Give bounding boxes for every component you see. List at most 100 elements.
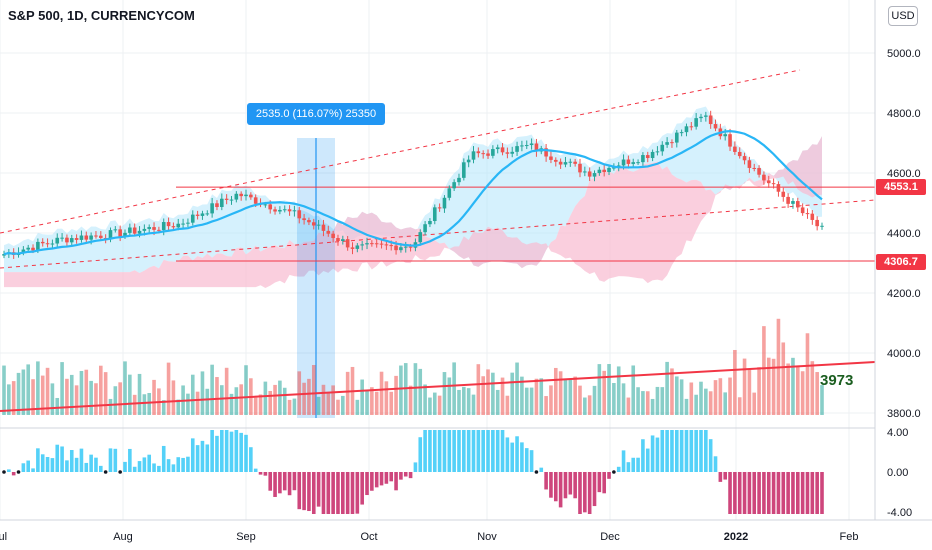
- candle-body: [176, 223, 181, 228]
- volume-bar: [578, 385, 582, 415]
- volume-bar: [583, 397, 587, 415]
- volume-bar: [573, 376, 577, 415]
- candle-body: [113, 229, 118, 231]
- price-tick-label: 4600.0: [887, 168, 921, 180]
- candle-body: [384, 244, 389, 246]
- hist-bar: [786, 472, 790, 514]
- candle-body: [89, 235, 93, 240]
- ma-line-fast: [3, 130, 823, 256]
- candle-body: [810, 213, 815, 220]
- hist-bar: [607, 472, 611, 479]
- hist-bar: [462, 430, 466, 472]
- hist-bar: [708, 439, 713, 472]
- hist-bar: [370, 472, 374, 491]
- hist-bar: [621, 450, 626, 472]
- volume-bar: [360, 379, 364, 415]
- hist-bar: [297, 472, 302, 510]
- hist-bar: [684, 430, 689, 472]
- volume-bar: [689, 382, 694, 415]
- volume-bar: [205, 388, 210, 415]
- candle-body: [326, 230, 331, 234]
- volume-bar: [718, 378, 723, 415]
- volume-bar: [510, 372, 515, 415]
- candle-body: [157, 229, 161, 231]
- hist-bar: [132, 466, 137, 472]
- volume-bar: [418, 368, 423, 415]
- volume-bar: [355, 399, 360, 415]
- volume-bar: [539, 378, 544, 415]
- volume-bar: [704, 388, 708, 415]
- candle-body: [462, 162, 466, 178]
- hist-bar: [355, 472, 360, 514]
- candle-body: [79, 235, 84, 240]
- hist-bar: [99, 465, 103, 472]
- candle-body: [142, 228, 147, 231]
- candle-body: [524, 145, 529, 147]
- candle-body: [626, 159, 631, 164]
- hist-bar: [766, 472, 771, 514]
- hist-bar: [341, 472, 345, 514]
- candle-body: [403, 246, 408, 248]
- volume-bar: [370, 387, 374, 415]
- candle-body: [631, 162, 636, 164]
- volume-bar: [36, 361, 40, 415]
- hist-bar: [795, 472, 800, 514]
- currency-button[interactable]: USD: [888, 6, 918, 26]
- volume-bar: [549, 385, 553, 415]
- volume-bar: [621, 383, 626, 415]
- volume-bar: [515, 362, 519, 415]
- hist-bar: [578, 472, 582, 514]
- volume-bar: [781, 342, 786, 415]
- grid-lines: [0, 0, 875, 520]
- candle-body: [74, 238, 79, 240]
- hist-bar: [616, 466, 621, 472]
- candle-body: [31, 247, 35, 251]
- hist-bar: [307, 472, 311, 512]
- candle-body: [578, 163, 582, 173]
- hist-bar: [568, 472, 573, 495]
- volume-bar: [524, 387, 529, 415]
- hist-bar: [631, 457, 636, 472]
- volume-bar: [137, 373, 142, 415]
- candle-body: [679, 132, 684, 134]
- hist-bar: [152, 463, 156, 472]
- hist-bar: [413, 462, 418, 472]
- candle-body: [713, 124, 718, 129]
- volume-bar: [742, 358, 747, 415]
- candle-body: [316, 224, 321, 226]
- candle-body: [360, 244, 364, 246]
- candle-body: [224, 198, 229, 200]
- hist-bar: [660, 430, 665, 472]
- hist-bar: [718, 472, 723, 482]
- hist-bar: [374, 472, 379, 488]
- candle-body: [147, 227, 152, 229]
- hist-bar: [21, 463, 26, 472]
- volume-bar: [665, 361, 669, 415]
- volume-bars: [2, 318, 824, 415]
- volume-bar: [626, 397, 631, 415]
- zero-dot: [612, 470, 616, 474]
- candle-body: [587, 171, 592, 177]
- cloud-band-down: [4, 136, 822, 288]
- hist-bar: [650, 435, 655, 472]
- hist-bar: [583, 472, 587, 513]
- candle-body: [529, 143, 534, 146]
- volume-bar: [728, 377, 732, 415]
- volume-bar: [723, 392, 727, 415]
- volume-bar: [99, 365, 103, 415]
- candle-body: [21, 249, 26, 253]
- hist-bar: [176, 457, 181, 472]
- volume-bar: [123, 361, 127, 415]
- candle-body: [263, 204, 268, 206]
- time-tick-label: 2022: [724, 531, 748, 543]
- hist-bar: [316, 472, 321, 507]
- volume-bar: [31, 379, 35, 415]
- hist-bar: [379, 472, 384, 486]
- volume-bar: [800, 371, 805, 415]
- time-tick-label: Feb: [840, 531, 859, 543]
- candle-body: [747, 160, 752, 168]
- candle-body: [249, 194, 253, 198]
- volume-bar: [176, 399, 181, 415]
- volume-bar: [684, 398, 689, 415]
